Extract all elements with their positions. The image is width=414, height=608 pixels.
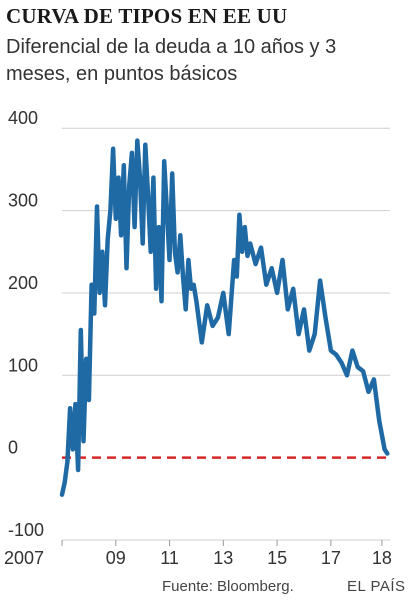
grid-layer — [62, 127, 390, 541]
chart-subtitle: Diferencial de la deuda a 10 años y 3 me… — [6, 36, 337, 85]
x-tick-label: 2007 — [4, 548, 44, 568]
y-tick-label: 0 — [8, 438, 18, 458]
x-tick-label: 17 — [321, 548, 341, 568]
y-tick-label: 400 — [8, 108, 38, 128]
x-tick-label: 13 — [213, 548, 233, 568]
x-axis-ticks: 2007 09 11 13 15 17 18 — [4, 540, 392, 568]
source-note: Fuente: Bloomberg. — [162, 578, 294, 595]
y-tick-label: 300 — [8, 191, 38, 211]
x-tick-label: 09 — [106, 548, 126, 568]
series-line — [59, 138, 390, 497]
y-tick-label: -100 — [8, 520, 44, 540]
y-tick-label: 100 — [8, 355, 38, 375]
chart-title: CURVA DE TIPOS EN EE UU — [6, 4, 288, 28]
x-tick-label: 11 — [160, 548, 179, 568]
publisher-logo: EL PAÍS — [347, 578, 406, 595]
y-axis-ticks: 400 300 200 100 0 -100 — [8, 108, 44, 540]
x-tick-label: 18 — [372, 548, 392, 568]
y-tick-label: 200 — [8, 273, 38, 293]
series-layer — [59, 138, 390, 497]
x-tick-label: 15 — [267, 548, 287, 568]
